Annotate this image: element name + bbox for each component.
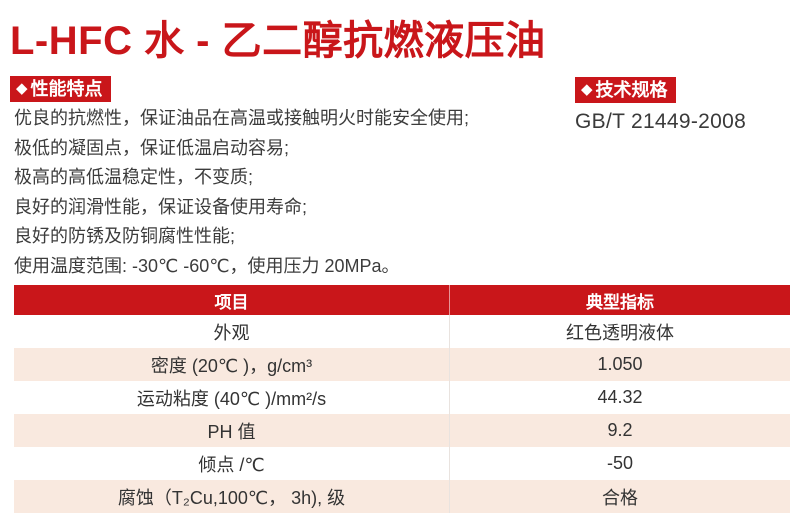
table-row: 运动粘度 (40℃ )/mm²/s 44.32 [14,381,790,414]
table-row: 密度 (20℃ )，g/cm³ 1.050 [14,348,790,381]
table-row: 倾点 /℃ -50 [14,447,790,480]
feature-item: 极高的高低温稳定性，不变质; [14,167,253,187]
table-row: PH 值 9.2 [14,414,790,447]
table-cell-value: -50 [606,453,633,473]
feature-item: 良好的防锈及防铜腐性性能; [14,226,235,246]
table-cell-value: 1.050 [597,354,643,374]
feature-item: 良好的润滑性能，保证设备使用寿命; [14,196,307,217]
table-cell-value: 红色透明液体 [566,322,674,343]
section-header-specs: ◆ 技术规格 [575,77,676,103]
table-cell-value: 44.32 [597,387,643,407]
section-header-performance: ◆ 性能特点 [10,76,111,102]
section-header-performance-label: 性能特点 [30,79,103,99]
diamond-icon: ◆ [581,80,593,98]
feature-list: 优良的抗燃性，保证油品在高温或接触明火时能安全使用; 极低的凝固点，保证低温启动… [14,104,554,281]
table-row: 外观 红色透明液体 [14,315,790,348]
feature-item: 极低的凝固点，保证低温启动容易; [14,137,289,158]
page-title: L-HFC 水 - 乙二醇抗燃液压油 [10,19,546,63]
table-header-value: 典型指标 [586,292,654,312]
table-cell-item: 倾点 /℃ [14,447,450,480]
table-cell-value: 9.2 [607,420,633,440]
section-header-specs-label: 技术规格 [595,80,668,100]
standard-number: GB/T 21449-2008 [575,110,747,133]
table-header-row: 项目 典型指标 [14,285,790,315]
table-cell-item: 运动粘度 (40℃ )/mm²/s [14,381,450,414]
table-cell-item: 腐蚀（T₂Cu,100℃， 3h), 级 [14,480,450,513]
table-cell-item: 密度 (20℃ )，g/cm³ [14,348,450,381]
table-cell-item: PH 值 [14,414,450,447]
table-header-item: 项目 [14,285,450,315]
spec-table: 项目 典型指标 外观 红色透明液体 密度 (20℃ )，g/cm³ 1.050 … [14,285,790,513]
diamond-icon: ◆ [16,79,28,97]
feature-item: 使用温度范围: -30℃ -60℃，使用压力 20MPa。 [14,255,400,276]
table-cell-value: 合格 [602,487,638,508]
feature-item: 优良的抗燃性，保证油品在高温或接触明火时能安全使用; [14,108,469,128]
table-row: 腐蚀（T₂Cu,100℃， 3h), 级 合格 [14,480,790,513]
table-cell-item: 外观 [14,315,450,348]
